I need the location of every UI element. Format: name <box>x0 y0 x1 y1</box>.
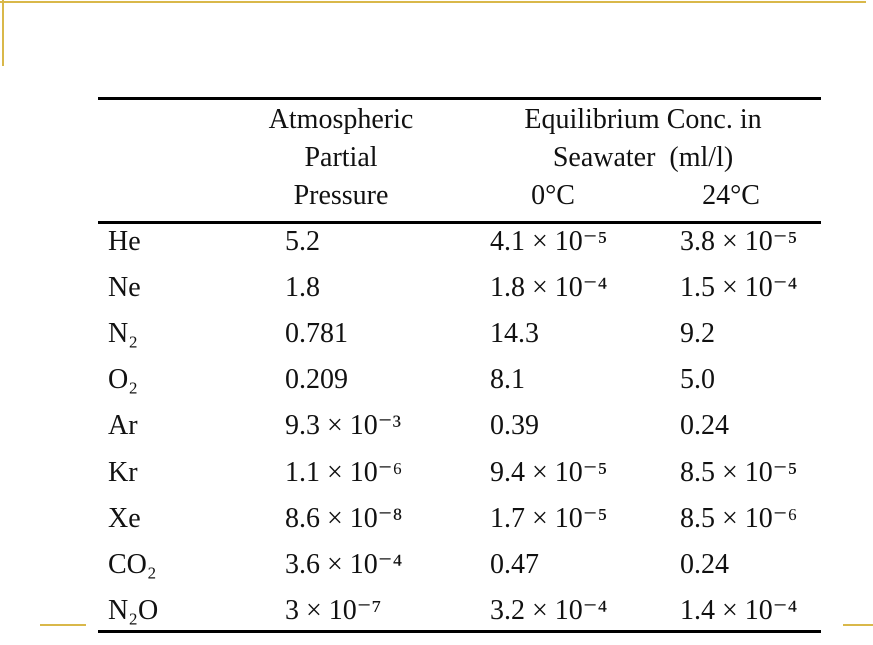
cell: 9.2 <box>680 318 715 350</box>
cell: 0.47 <box>490 548 539 580</box>
gas-name: Ar <box>108 410 138 442</box>
cell: 8.5 × 10⁻⁶ <box>680 502 798 534</box>
accent-line <box>843 624 873 626</box>
cell: 0.24 <box>680 548 729 580</box>
cell: 3 × 10⁻⁷ <box>285 594 382 626</box>
column-header: Pressure <box>293 180 389 211</box>
table-rule <box>98 97 821 100</box>
gas-name: He <box>108 226 141 257</box>
gas-name: Xe <box>108 502 141 534</box>
column-header: Seawater (ml/l) <box>552 142 734 173</box>
cell: 8.5 × 10⁻⁵ <box>680 456 798 488</box>
cell: 0.24 <box>680 410 729 442</box>
cell: 9.4 × 10⁻⁵ <box>490 456 608 488</box>
cell: 3.8 × 10⁻⁵ <box>680 226 798 257</box>
cell: 3.2 × 10⁻⁴ <box>490 594 608 626</box>
cell: 1.8 <box>285 272 320 304</box>
cell: 5.2 <box>285 226 320 257</box>
cell: 1.8 × 10⁻⁴ <box>490 272 608 304</box>
cell: 5.0 <box>680 364 715 396</box>
cell: 4.1 × 10⁻⁵ <box>490 226 608 257</box>
cell: 8.6 × 10⁻⁸ <box>285 502 403 534</box>
cell: 0.209 <box>285 364 348 396</box>
accent-line <box>40 624 86 626</box>
table-rule <box>98 221 821 224</box>
gas-name: Kr <box>108 456 138 488</box>
cell: 8.1 <box>490 364 525 396</box>
gas-name: O₂ <box>108 364 138 396</box>
cell: 9.3 × 10⁻³ <box>285 410 401 442</box>
gas-name: Ne <box>108 272 141 304</box>
cell: 0.39 <box>490 410 539 442</box>
gas-name: N₂ <box>108 318 138 350</box>
accent-line <box>0 1 866 3</box>
gas-name: N₂O <box>108 594 159 626</box>
cell: 0.781 <box>285 318 348 350</box>
cell: 1.7 × 10⁻⁵ <box>490 502 608 534</box>
column-header: 0°C <box>531 180 575 211</box>
accent-line <box>2 0 4 66</box>
table-rule <box>98 630 821 633</box>
column-header: Equilibrium Conc. in <box>524 104 762 135</box>
cell: 1.5 × 10⁻⁴ <box>680 272 798 304</box>
cell: 1.1 × 10⁻⁶ <box>285 456 403 488</box>
cell: 1.4 × 10⁻⁴ <box>680 594 798 626</box>
column-header: Partial <box>304 142 378 173</box>
cell: 3.6 × 10⁻⁴ <box>285 548 403 580</box>
cell: 14.3 <box>490 318 539 350</box>
column-header: Atmospheric <box>268 104 414 135</box>
gas-name: CO₂ <box>108 548 157 580</box>
column-header: 24°C <box>702 180 760 211</box>
